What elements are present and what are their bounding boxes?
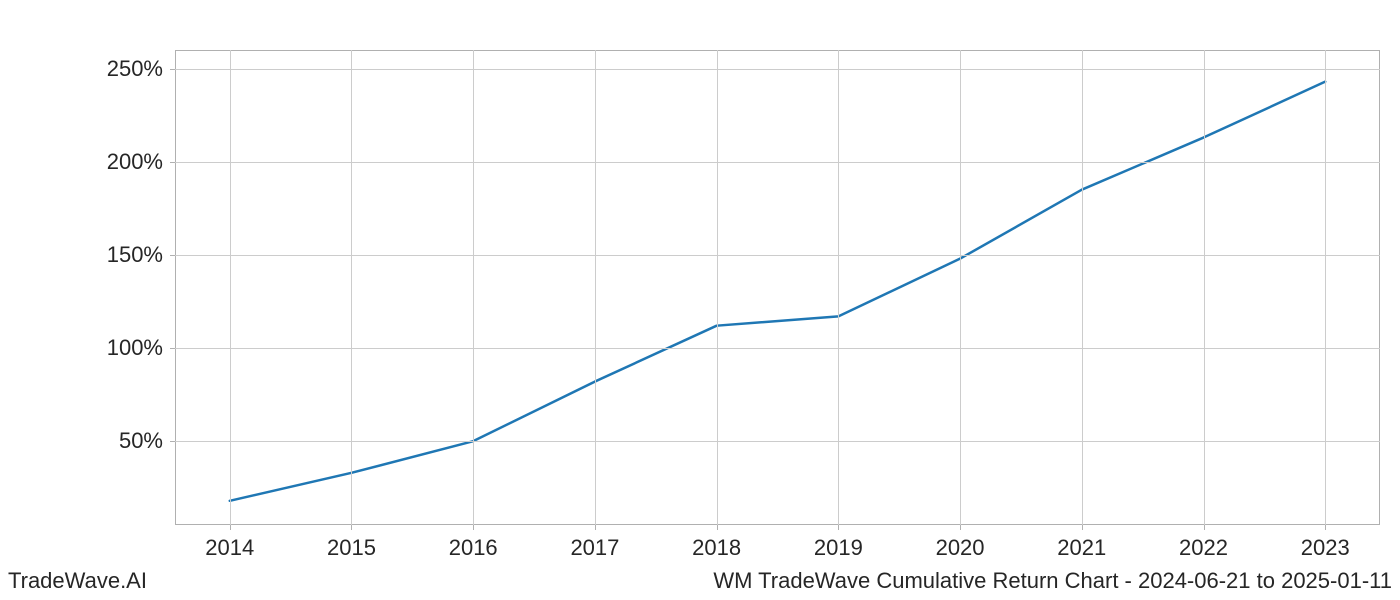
chart-container: 50% 100% 150% 200% 250% 2014 2015 2016 2017 2018 2…	[0, 0, 1400, 600]
grid-line-vertical	[1082, 50, 1083, 525]
grid-line-horizontal	[175, 348, 1380, 349]
grid-line-vertical	[473, 50, 474, 525]
grid-line-vertical	[1204, 50, 1205, 525]
x-tick-label: 2014	[205, 525, 254, 561]
x-tick-label: 2022	[1179, 525, 1228, 561]
grid-line-vertical	[1325, 50, 1326, 525]
x-tick-label: 2018	[692, 525, 741, 561]
grid-line-vertical	[230, 50, 231, 525]
y-tick-label: 150%	[107, 242, 175, 268]
y-tick-label: 100%	[107, 335, 175, 361]
grid-line-vertical	[351, 50, 352, 525]
x-tick-label: 2019	[814, 525, 863, 561]
grid-line-vertical	[838, 50, 839, 525]
grid-line-vertical	[960, 50, 961, 525]
series-line	[230, 82, 1325, 501]
footer-right-text: WM TradeWave Cumulative Return Chart - 2…	[713, 568, 1392, 594]
y-tick-label: 200%	[107, 149, 175, 175]
grid-line-horizontal	[175, 441, 1380, 442]
grid-line-horizontal	[175, 69, 1380, 70]
x-tick-label: 2015	[327, 525, 376, 561]
grid-line-horizontal	[175, 162, 1380, 163]
x-tick-label: 2020	[936, 525, 985, 561]
grid-line-vertical	[595, 50, 596, 525]
grid-line-vertical	[717, 50, 718, 525]
footer-left-text: TradeWave.AI	[8, 568, 147, 594]
grid-line-horizontal	[175, 255, 1380, 256]
y-tick-label: 50%	[119, 428, 175, 454]
line-plot	[175, 50, 1380, 525]
x-tick-label: 2016	[449, 525, 498, 561]
x-tick-label: 2021	[1057, 525, 1106, 561]
y-tick-label: 250%	[107, 56, 175, 82]
x-tick-label: 2017	[570, 525, 619, 561]
plot-area: 50%100%150%200%250%201420152016201720182…	[175, 50, 1380, 525]
x-tick-label: 2023	[1301, 525, 1350, 561]
